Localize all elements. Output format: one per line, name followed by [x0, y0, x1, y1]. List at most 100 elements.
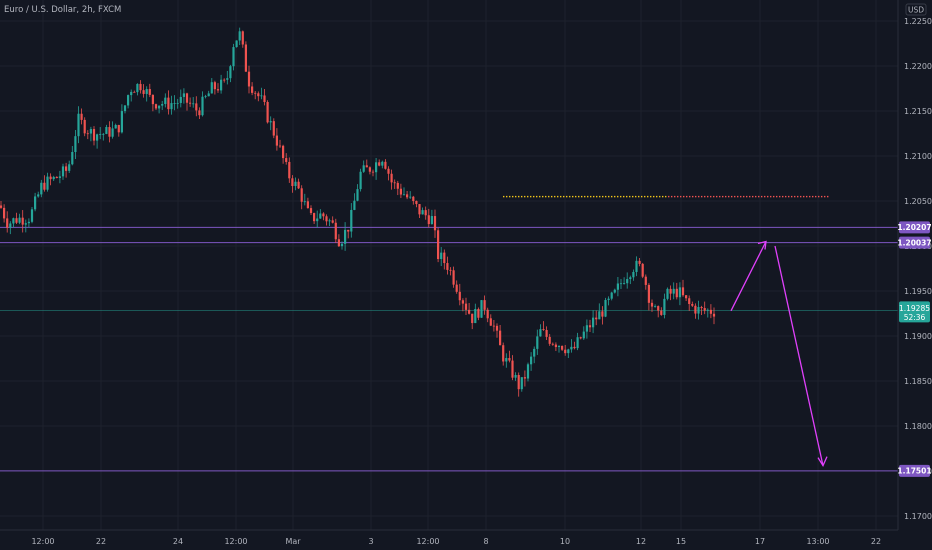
dotted-line-dot — [617, 195, 619, 198]
time-axis[interactable]: 12:00 22 24 12:00 Mar 3 12:00 8 10 12 15 17 13:00 22 — [31, 537, 881, 546]
candle-body — [378, 162, 381, 166]
candle-body — [120, 111, 123, 133]
candle — [130, 89, 133, 102]
candle — [455, 280, 458, 294]
candle-body — [86, 133, 89, 135]
candle-body — [681, 287, 685, 296]
level-badge-label: 1.20207 — [897, 223, 931, 232]
currency-button[interactable]: USD — [905, 3, 927, 16]
candle — [328, 218, 331, 227]
dotted-line-dot — [788, 195, 790, 198]
candle — [89, 126, 92, 142]
candle — [514, 372, 517, 381]
candle — [474, 303, 477, 324]
candle-body — [561, 345, 564, 350]
candle-body — [127, 95, 130, 106]
candle-body — [610, 292, 613, 299]
candle-body — [89, 129, 92, 134]
current-price-label: 1.19285 — [899, 304, 930, 313]
candle — [86, 130, 89, 140]
dotted-line-dot — [632, 195, 634, 198]
candle-body — [582, 331, 585, 339]
candle — [626, 272, 629, 289]
x-tick-label: 8 — [483, 537, 488, 546]
candle — [24, 219, 27, 233]
candle-body — [213, 82, 216, 90]
candle — [399, 183, 402, 199]
candle-body — [68, 164, 71, 171]
dotted-line-dot — [542, 195, 544, 198]
candle-body — [167, 97, 170, 110]
candle-body — [492, 325, 495, 327]
y-tick-label: 1.22000 — [904, 62, 932, 71]
dotted-line-dot — [572, 195, 574, 198]
candle — [650, 299, 654, 312]
candle-body — [136, 83, 139, 93]
candle — [601, 306, 604, 325]
candle — [30, 207, 34, 224]
candle — [350, 203, 353, 238]
candle — [235, 40, 238, 48]
dotted-line-dot — [515, 195, 517, 198]
x-tick-label: Mar — [285, 537, 301, 546]
candle — [269, 116, 272, 131]
candle — [666, 287, 669, 301]
candle-body — [27, 221, 30, 224]
candle-body — [269, 121, 272, 123]
candle-body — [694, 305, 697, 314]
candle — [654, 304, 657, 308]
candle — [344, 222, 347, 251]
candle — [561, 345, 564, 352]
candle-body — [539, 329, 542, 337]
candle-body — [58, 176, 61, 178]
x-tick-label: 15 — [676, 537, 686, 546]
candle — [638, 258, 641, 267]
candle-body — [557, 345, 561, 348]
dotted-line-dot — [593, 195, 595, 198]
candle — [697, 300, 700, 320]
candle — [257, 91, 260, 102]
candle-body — [604, 300, 607, 317]
candle-body — [616, 283, 619, 290]
candle-body — [499, 330, 502, 346]
candle-body — [207, 93, 210, 97]
candle — [331, 216, 334, 224]
candle — [691, 301, 694, 308]
candle-body — [592, 317, 595, 328]
candle — [71, 145, 74, 166]
candle — [371, 169, 375, 177]
candle-body — [6, 218, 9, 228]
candle — [353, 193, 356, 211]
candle — [430, 209, 433, 225]
symbol-title: Euro / U.S. Dollar, 2h, FXCM — [4, 5, 121, 15]
candle-body — [226, 78, 229, 80]
candle — [80, 108, 83, 125]
candle-body — [123, 105, 127, 112]
dotted-line-dot — [794, 195, 796, 198]
candle — [406, 190, 409, 200]
candle — [96, 133, 99, 149]
candle — [375, 158, 378, 180]
candle-body — [176, 102, 179, 104]
dotted-line-dot — [629, 195, 631, 198]
candle — [368, 166, 371, 175]
dotted-line-dot — [653, 195, 655, 198]
candle-body — [251, 86, 254, 93]
candle — [492, 319, 495, 332]
candle — [688, 295, 691, 311]
candle — [641, 262, 644, 279]
candle-body — [77, 113, 80, 137]
candle-body — [514, 375, 517, 378]
candle-body — [471, 313, 474, 324]
candle-body — [133, 91, 136, 93]
candle — [207, 90, 210, 97]
dotted-line-dot — [812, 195, 814, 198]
candle-body — [619, 283, 623, 285]
candle — [278, 139, 282, 149]
candle — [260, 87, 263, 100]
candle — [325, 214, 328, 226]
candle-body — [632, 271, 635, 278]
candle-body — [660, 310, 663, 315]
candle-body — [254, 92, 257, 94]
